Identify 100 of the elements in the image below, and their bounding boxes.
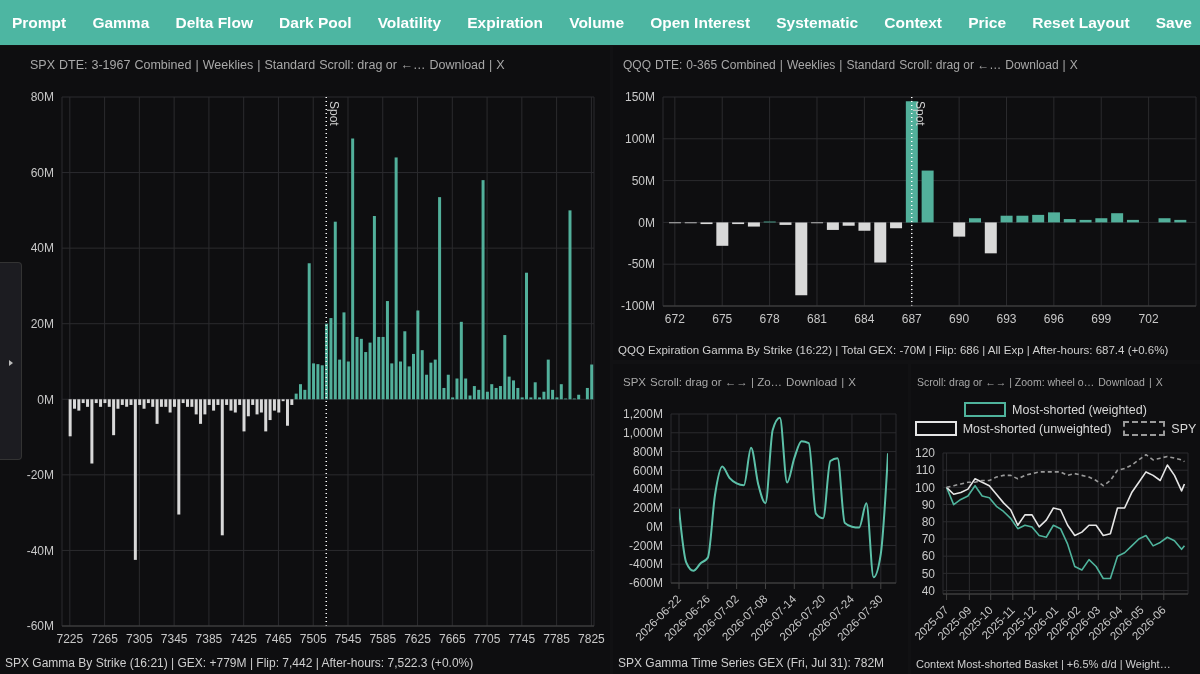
text: X: [1069, 58, 1078, 72]
text: Weeklies: [202, 58, 254, 72]
bar: [133, 399, 137, 560]
bar: [1016, 215, 1029, 223]
text: |: [489, 58, 493, 72]
text: Weeklies: [786, 58, 836, 72]
bar: [779, 222, 792, 225]
text: Context: [884, 13, 942, 32]
text: 0-365: [686, 58, 718, 72]
text: |: [1062, 58, 1066, 72]
bar: [299, 384, 303, 400]
bar: [120, 399, 124, 405]
text: Gamma: [92, 13, 150, 32]
x-tick-label: 7705: [473, 631, 501, 646]
bar: [1032, 214, 1045, 223]
bar: [68, 399, 72, 437]
text: X: [1155, 376, 1163, 388]
line-series: [679, 416, 888, 579]
text: |: [257, 58, 261, 72]
legend-label: Most-shorted (weighted): [1012, 402, 1147, 417]
bar: [477, 389, 481, 400]
bar: [277, 399, 281, 413]
y-tick-label: -600M: [628, 576, 663, 591]
bar: [420, 350, 424, 400]
bar: [151, 399, 155, 407]
y-tick-label: 0M: [638, 215, 655, 230]
text: Combined: [134, 58, 192, 72]
bar: [568, 210, 572, 400]
bar: [842, 222, 855, 226]
y-tick-label: 200M: [632, 501, 663, 516]
x-tick-label: 7665: [438, 631, 466, 646]
bar: [307, 263, 311, 400]
text: Scroll: drag or ←…: [319, 58, 426, 72]
bar: [394, 157, 398, 400]
text: Scroll: drag or ←→ | Zoom: wheel o…: [917, 376, 1095, 388]
bar: [921, 170, 934, 223]
bar: [542, 391, 546, 400]
x-tick-label: 7745: [508, 631, 536, 646]
legend-label: SPY: [1171, 421, 1197, 436]
y-tick-label: 100: [914, 480, 936, 495]
bar: [874, 222, 887, 263]
bar: [199, 399, 203, 424]
y-tick-label: 150M: [624, 90, 655, 105]
bar: [372, 216, 376, 400]
x-tick-label: 675: [712, 311, 733, 326]
y-tick-label: -20M: [26, 468, 54, 483]
bar: [94, 399, 98, 404]
text: Price: [968, 13, 1007, 32]
y-tick-label: 20M: [30, 316, 54, 331]
y-tick-label: -60M: [26, 619, 54, 634]
bar: [342, 312, 346, 400]
bar: [525, 272, 529, 400]
text: Download: [1098, 376, 1145, 388]
bar: [446, 374, 450, 400]
bar: [438, 197, 442, 400]
bar: [559, 384, 563, 400]
bar: [229, 399, 233, 411]
x-tick-label: 687: [901, 311, 923, 326]
y-tick-label: 400M: [632, 482, 663, 497]
bar: [1095, 218, 1108, 223]
bar: [264, 399, 268, 432]
x-tick-label: 7425: [230, 631, 258, 646]
bar: [181, 399, 185, 404]
bar: [511, 380, 515, 400]
text: |: [195, 58, 199, 72]
bar: [858, 222, 871, 231]
bar: [355, 336, 359, 400]
bar: [268, 399, 272, 421]
bar: [333, 221, 337, 400]
text: SPX Gamma By Strike (16:21) | GEX: +779M | Flip: 7,442 | After-hours: 7,522.3 (+0.0%): [5, 656, 474, 670]
y-tick-label: 60: [921, 549, 936, 564]
y-tick-label: 0M: [37, 392, 54, 407]
text: SPX: [30, 58, 56, 72]
x-tick-label: 7825: [578, 631, 606, 646]
x-tick-label: 7265: [91, 631, 119, 646]
text: |: [839, 58, 843, 72]
bar: [890, 222, 903, 229]
text: X: [848, 376, 856, 388]
bar: [99, 399, 103, 407]
bar: [490, 384, 494, 400]
text: Download: [429, 58, 486, 72]
text: Volatility: [377, 13, 442, 32]
text: Context Most-shorted Basket | +6.5% d/d | Weight…: [916, 658, 1171, 670]
bar: [1047, 212, 1060, 223]
text: X: [496, 58, 505, 72]
x-tick-label: 7305: [126, 631, 154, 646]
x-tick-label: 7625: [404, 631, 432, 646]
bar: [403, 331, 407, 400]
bar: [190, 399, 194, 407]
bar: [329, 318, 333, 400]
text: Open Interest: [650, 13, 751, 32]
x-tick-label: 7545: [334, 631, 362, 646]
bar: [472, 386, 476, 400]
y-tick-label: 110: [915, 463, 936, 478]
bar: [242, 399, 246, 432]
text: Standard: [264, 58, 316, 72]
text: SPX: [623, 376, 647, 388]
bar: [233, 399, 237, 413]
bar: [90, 399, 94, 464]
y-tick-label: 50M: [631, 173, 655, 188]
